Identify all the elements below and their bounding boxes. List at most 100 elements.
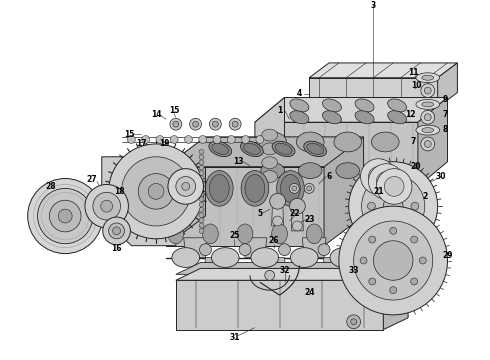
Polygon shape [255,122,418,186]
Ellipse shape [330,248,358,267]
Circle shape [199,228,204,233]
Circle shape [199,223,204,228]
Polygon shape [176,269,408,280]
Ellipse shape [290,111,309,124]
Circle shape [384,206,390,212]
Polygon shape [243,238,267,257]
Circle shape [421,111,435,124]
Circle shape [376,172,396,192]
Circle shape [368,167,388,186]
Circle shape [347,315,361,329]
Ellipse shape [212,143,229,154]
Circle shape [148,184,164,199]
Circle shape [170,118,182,130]
Circle shape [378,221,386,229]
Circle shape [113,211,119,217]
Polygon shape [166,137,364,167]
Ellipse shape [416,99,440,109]
Ellipse shape [290,99,309,112]
Ellipse shape [416,73,440,83]
Circle shape [369,278,376,285]
Polygon shape [271,196,284,226]
Ellipse shape [304,141,326,157]
Polygon shape [383,269,408,330]
Circle shape [199,213,204,217]
Text: 8: 8 [443,125,448,134]
Text: 12: 12 [405,110,415,119]
Circle shape [349,162,438,251]
Circle shape [199,149,204,154]
Circle shape [256,136,264,143]
Ellipse shape [422,102,434,107]
Text: 7: 7 [443,110,448,119]
Text: 10: 10 [411,81,421,90]
Polygon shape [102,157,176,246]
Polygon shape [306,109,441,113]
Polygon shape [302,238,326,257]
Circle shape [103,217,130,245]
Text: 21: 21 [373,187,384,196]
Circle shape [390,214,396,220]
Circle shape [109,223,124,239]
Circle shape [361,159,396,194]
Ellipse shape [422,75,434,80]
Circle shape [421,137,435,151]
Ellipse shape [211,248,239,267]
Circle shape [185,136,193,143]
Circle shape [49,200,81,232]
Text: 16: 16 [111,244,122,253]
Ellipse shape [322,111,342,124]
Polygon shape [184,238,207,257]
Circle shape [368,164,404,199]
Circle shape [270,193,286,209]
Circle shape [378,183,386,191]
Circle shape [383,196,403,216]
Polygon shape [176,280,383,330]
Circle shape [411,278,417,285]
Ellipse shape [281,175,300,202]
Circle shape [199,176,204,181]
Circle shape [376,168,412,204]
Text: 7: 7 [410,138,416,147]
Circle shape [360,257,367,264]
Circle shape [156,136,164,143]
Circle shape [173,121,179,127]
Circle shape [232,121,238,127]
Text: 9: 9 [443,95,448,104]
Ellipse shape [241,141,263,157]
Text: 18: 18 [114,187,125,196]
Circle shape [199,186,204,191]
Circle shape [408,206,414,212]
Circle shape [213,136,221,143]
Circle shape [58,209,72,223]
Circle shape [199,136,207,143]
Text: 19: 19 [159,139,169,148]
Circle shape [212,121,219,127]
Circle shape [170,136,178,143]
Text: 2: 2 [422,192,427,201]
Ellipse shape [416,125,440,135]
Ellipse shape [262,157,278,168]
Circle shape [292,186,297,191]
Circle shape [318,244,330,256]
Text: 29: 29 [442,251,453,260]
Text: 17: 17 [136,139,147,148]
Ellipse shape [388,111,407,124]
Circle shape [272,216,283,226]
Text: 30: 30 [435,172,446,181]
Ellipse shape [296,132,324,152]
Circle shape [424,140,431,147]
Circle shape [38,188,93,244]
Circle shape [307,186,312,191]
Polygon shape [166,167,324,246]
Ellipse shape [205,171,233,206]
Ellipse shape [334,132,362,152]
Circle shape [109,144,203,239]
Circle shape [369,236,376,243]
Ellipse shape [251,248,279,267]
Text: 25: 25 [229,231,239,240]
Polygon shape [309,78,438,107]
Circle shape [138,159,144,165]
Text: 33: 33 [348,266,359,275]
Circle shape [390,228,396,234]
